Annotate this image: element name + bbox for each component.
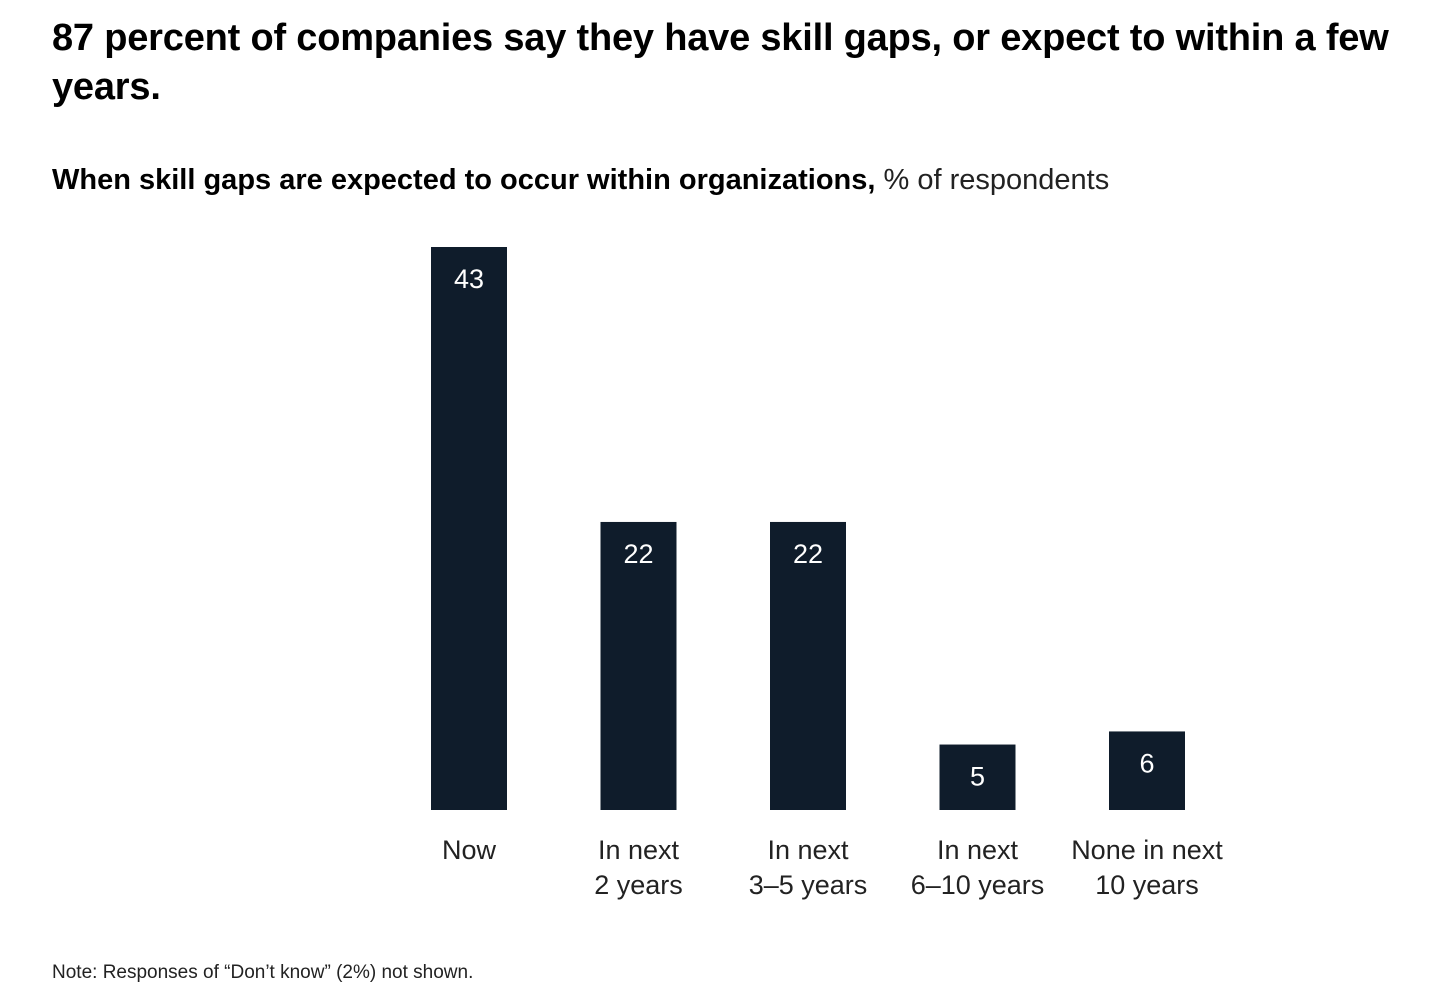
subtitle-unit: % of respondents (875, 164, 1110, 196)
category-label-0-line-0: Now (442, 835, 497, 865)
bar-value-label-4: 6 (1139, 748, 1154, 778)
category-label-2-line-1: 3–5 years (749, 870, 868, 900)
bar-value-label-2: 22 (793, 539, 823, 569)
category-label-3-line-0: In next (937, 835, 1019, 865)
category-label-4-line-1: 10 years (1095, 870, 1199, 900)
bar-4 (1109, 731, 1185, 810)
chart-note: Note: Responses of “Don’t know” (2%) not… (52, 962, 474, 983)
category-label-2-line-0: In next (767, 835, 849, 865)
category-label-1-line-0: In next (598, 835, 680, 865)
bar-value-label-0: 43 (454, 264, 484, 294)
category-label-3-line-1: 6–10 years (911, 870, 1045, 900)
subtitle-bold: When skill gaps are expected to occur wi… (52, 164, 876, 196)
bar-2 (770, 521, 846, 810)
bar-value-label-1: 22 (623, 539, 653, 569)
category-label-4-line-0: None in next (1071, 835, 1223, 865)
bar-1 (600, 521, 677, 810)
chart-headline: 87 percent of companies say they have sk… (52, 17, 1389, 108)
category-label-1-line-1: 2 years (594, 870, 683, 900)
bar-0 (431, 247, 507, 810)
bar-value-label-3: 5 (970, 762, 985, 792)
chart-subtitle: When skill gaps are expected to occur wi… (52, 160, 1109, 200)
bar-chart: 43 Now 22 In next 2 years 22 In next 3–5 years 5… (431, 247, 1223, 900)
bar-3 (939, 744, 1016, 810)
